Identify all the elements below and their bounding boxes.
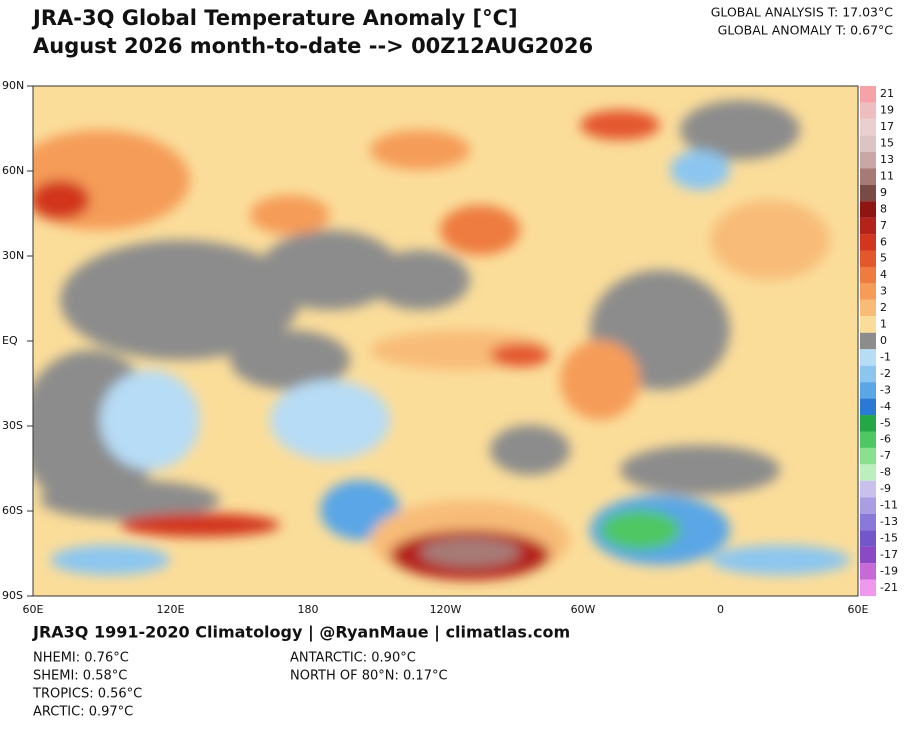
lat-label: 30N xyxy=(2,249,24,262)
colorbar-cell xyxy=(860,579,876,596)
credit: JRA3Q 1991-2020 Climatology | @RyanMaue … xyxy=(32,623,570,643)
map xyxy=(33,86,858,596)
colorbar-cell xyxy=(860,431,876,448)
lat-label: 30S xyxy=(2,419,23,432)
colorbar-label: -15 xyxy=(880,531,898,544)
colorbar-cell xyxy=(860,513,876,531)
colorbar-label: 0 xyxy=(880,334,887,347)
colorbar-cell xyxy=(860,563,876,580)
colorbar-label: 7 xyxy=(880,219,887,232)
lon-label: 180 xyxy=(298,603,319,616)
colorbar-label: -3 xyxy=(880,383,891,396)
lat-label: 60S xyxy=(2,504,23,517)
colorbar-label: -2 xyxy=(880,367,891,380)
colorbar-cell xyxy=(860,464,876,481)
colorbar-cell xyxy=(860,86,876,103)
colorbar-label: 13 xyxy=(880,153,894,166)
colorbar-label: -11 xyxy=(880,499,898,512)
colorbar-label: -6 xyxy=(880,433,891,446)
colorbar-label: 15 xyxy=(880,137,894,150)
global-analysis: GLOBAL ANALYSIS T: 17.03°C xyxy=(711,5,894,20)
colorbar-cell xyxy=(860,382,876,399)
colorbar-label: 17 xyxy=(880,120,894,133)
colorbar-cell xyxy=(860,299,876,317)
stat: TROPICS: 0.56°C xyxy=(32,687,142,702)
lon-label: 120E xyxy=(157,603,185,616)
lon-label: 60E xyxy=(23,603,44,616)
colorbar-cell xyxy=(860,316,876,333)
colorbar-label: -19 xyxy=(880,564,898,577)
colorbar-cell xyxy=(860,283,876,300)
colorbar-cell xyxy=(860,118,876,136)
colorbar-label: 9 xyxy=(880,186,887,199)
colorbar-cell xyxy=(860,415,876,432)
colorbar-label: 19 xyxy=(880,104,894,117)
stat: NHEMI: 0.76°C xyxy=(33,651,129,666)
colorbar-cell xyxy=(860,546,876,564)
colorbar-label: 8 xyxy=(880,202,887,215)
colorbar-label: -5 xyxy=(880,416,891,429)
colorbar-label: -9 xyxy=(880,482,891,495)
lon-label: 120W xyxy=(430,603,462,616)
colorbar-cell xyxy=(860,497,876,514)
colorbar-label: -8 xyxy=(880,466,891,479)
lon-label: 60E xyxy=(848,603,869,616)
lat-label: 90S xyxy=(2,589,23,602)
colorbar-cell xyxy=(860,250,876,267)
lat-label: EQ xyxy=(2,334,18,347)
stat: NORTH OF 80°N: 0.17°C xyxy=(290,669,448,684)
colorbar-label: -1 xyxy=(880,350,891,363)
colorbar-cell xyxy=(860,184,876,202)
lon-label: 0 xyxy=(717,603,724,616)
lon-label: 60W xyxy=(571,603,596,616)
colorbar-cell xyxy=(860,398,876,416)
colorbar-cell xyxy=(860,151,876,169)
lat-label: 60N xyxy=(2,164,24,177)
colorbar-cell xyxy=(860,234,876,251)
colorbar-cell xyxy=(860,349,876,366)
global-anomaly: GLOBAL ANOMALY T: 0.67°C xyxy=(718,23,894,38)
colorbar-cell xyxy=(860,365,876,383)
colorbar-cell xyxy=(860,480,876,498)
colorbar-label: -17 xyxy=(880,548,898,561)
colorbar-label: 21 xyxy=(880,87,894,100)
subtitle: August 2026 month-to-date --> 00Z12AUG20… xyxy=(33,34,593,58)
colorbar-cell xyxy=(860,530,876,547)
stat: ANTARCTIC: 0.90°C xyxy=(290,651,416,666)
colorbar-label: -7 xyxy=(880,449,891,462)
colorbar-label: 4 xyxy=(880,268,887,281)
colorbar-cell xyxy=(860,168,876,185)
title: JRA-3Q Global Temperature Anomaly [°C] xyxy=(31,6,518,30)
colorbar-label: 3 xyxy=(880,285,887,298)
stat: SHEMI: 0.58°C xyxy=(33,669,127,684)
stat: ARCTIC: 0.97°C xyxy=(33,705,133,720)
lat-label: 90N xyxy=(2,79,24,92)
colorbar-label: 11 xyxy=(880,169,894,182)
colorbar-label: -13 xyxy=(880,515,898,528)
colorbar-cell xyxy=(860,135,876,152)
colorbar-label: 2 xyxy=(880,301,887,314)
colorbar-label: 1 xyxy=(880,318,887,331)
colorbar-cell xyxy=(860,217,876,235)
colorbar-label: 6 xyxy=(880,235,887,248)
colorbar-label: 5 xyxy=(880,252,887,265)
colorbar-label: -4 xyxy=(880,400,891,413)
colorbar-cell xyxy=(860,102,876,119)
colorbar-label: -21 xyxy=(880,581,898,594)
colorbar-cell xyxy=(860,201,876,218)
colorbar-cell xyxy=(860,447,876,465)
colorbar-cell xyxy=(860,266,876,284)
colorbar-cell xyxy=(860,332,876,350)
